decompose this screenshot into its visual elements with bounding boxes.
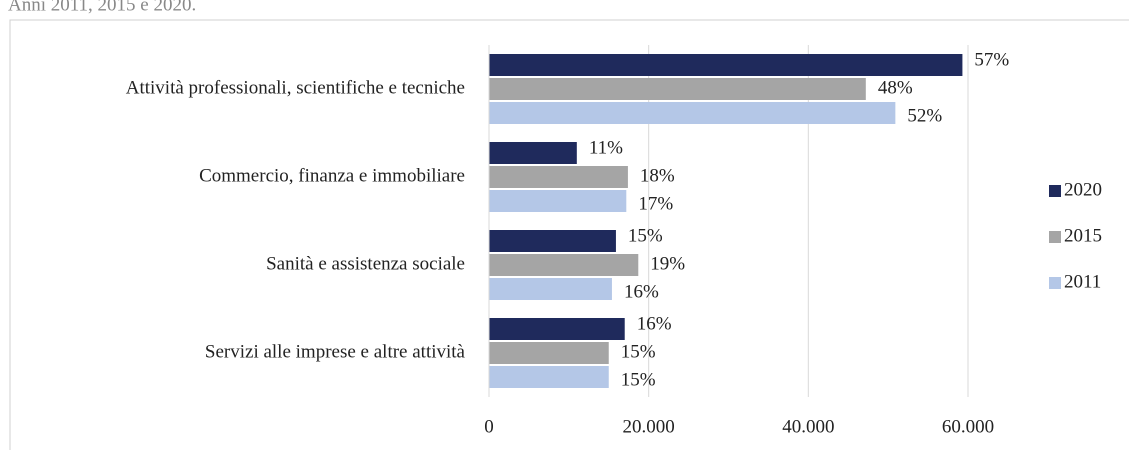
bar	[489, 142, 577, 164]
x-tick-label: 40.000	[782, 416, 834, 437]
bar	[489, 254, 639, 276]
bar	[489, 78, 866, 100]
bar	[489, 230, 616, 252]
bar	[489, 102, 896, 124]
chart-subtitle: Anni 2011, 2015 e 2020.	[8, 0, 196, 15]
data-label: 15%	[621, 341, 656, 362]
data-label: 16%	[624, 281, 659, 302]
legend-label: 2020	[1064, 179, 1102, 200]
data-label: 17%	[638, 193, 673, 214]
x-tick-label: 0	[484, 416, 494, 437]
legend-swatch	[1049, 231, 1061, 243]
data-label: 15%	[621, 369, 656, 390]
bar	[489, 166, 628, 188]
data-label: 11%	[589, 137, 623, 158]
bar	[489, 366, 609, 388]
bar	[489, 54, 963, 76]
bar	[489, 278, 612, 300]
y-tick-label: Sanità e assistenza sociale	[266, 253, 465, 274]
y-tick-label: Attività professionali, scientifiche e t…	[126, 77, 465, 98]
y-tick-label: Servizi alle imprese e altre attività	[205, 341, 466, 362]
data-label: 19%	[650, 253, 685, 274]
data-label: 16%	[637, 313, 672, 334]
x-tick-label: 60.000	[942, 416, 994, 437]
y-tick-label: Commercio, finanza e immobiliare	[199, 165, 465, 186]
data-label: 57%	[974, 49, 1009, 70]
x-tick-label: 20.000	[623, 416, 675, 437]
bar	[489, 318, 625, 340]
bar	[489, 190, 627, 212]
data-label: 15%	[628, 225, 663, 246]
chart-frame	[9, 19, 1129, 450]
legend-label: 2011	[1064, 271, 1101, 292]
data-label: 18%	[640, 165, 675, 186]
legend-label: 2015	[1064, 225, 1102, 246]
bar	[489, 342, 609, 364]
legend-swatch	[1049, 277, 1061, 289]
legend-swatch	[1049, 185, 1061, 197]
data-label: 52%	[907, 105, 942, 126]
data-label: 48%	[878, 77, 913, 98]
